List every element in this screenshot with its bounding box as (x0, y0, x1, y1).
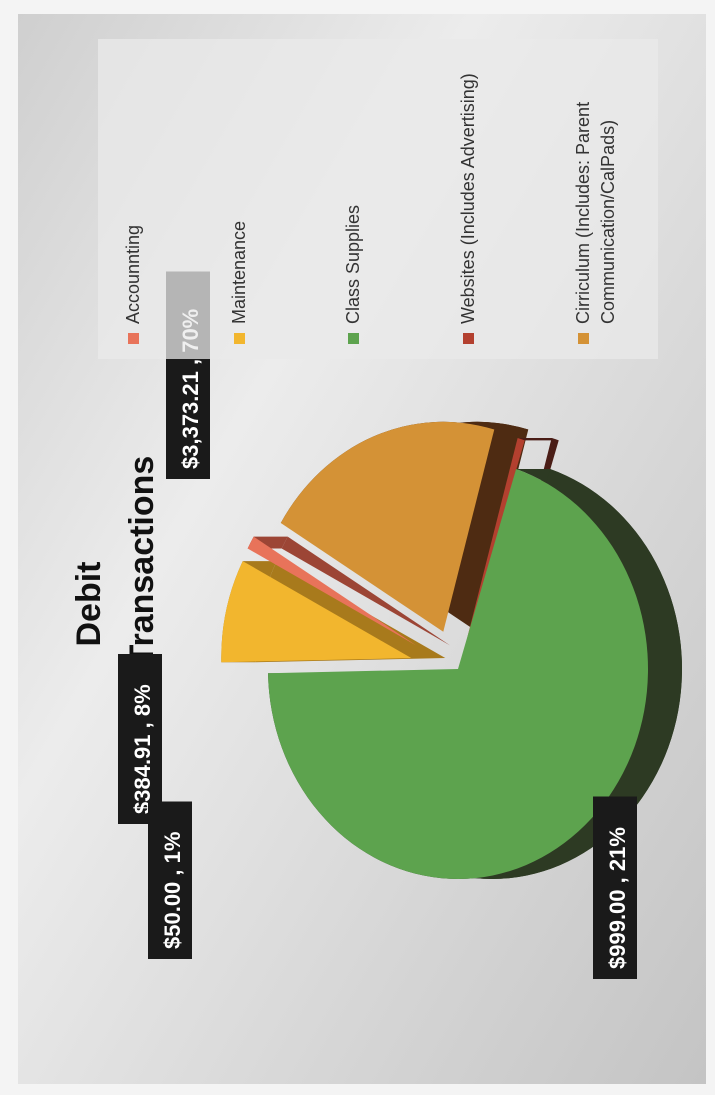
data-label-box-1 (118, 654, 162, 824)
data-label-text-4-0: $999.00 , 21% (605, 827, 630, 969)
legend-swatch-4 (578, 333, 589, 344)
pie-slices (221, 421, 648, 879)
pie-slice-0[interactable] (247, 536, 417, 646)
legend-label-1: Maintenance (229, 221, 249, 324)
legend-label-0: Accounnting (123, 225, 143, 324)
pie-chart: Debit Card Transactions $384.91 , 8%$50.… (70, 39, 682, 979)
pie-slice-side-3 (517, 437, 559, 441)
data-label-text-0-0: $50.00 , 1% (160, 832, 185, 949)
pie-slice-base-0 (281, 536, 451, 646)
legend-label-3: Websites (Includes Advertising) (458, 73, 478, 324)
legend-label-2: Class Supplies (343, 205, 363, 324)
legend-label-4-line2: Communication/CalPads) (598, 120, 618, 324)
legend-swatch-0 (128, 333, 139, 344)
data-label-0: $50.00 , 1% (148, 801, 192, 959)
chart-title-line1: Debit (70, 562, 108, 647)
legend-label-4: Cirriculum (Includes: Parent (573, 102, 593, 324)
pie-slice-2[interactable] (268, 469, 648, 879)
slide-sheet: Debit Card Transactions $384.91 , 8% $50.… (18, 14, 706, 1084)
legend-swatch-1 (234, 333, 245, 344)
data-label-box-4 (593, 796, 637, 979)
legend: Accounnting Maintenance Class Supplies Webs… (98, 39, 658, 359)
pie-slice-1[interactable] (221, 561, 412, 663)
legend-swatch-2 (348, 333, 359, 344)
legend-panel (98, 39, 658, 359)
data-label-4: $999.00 , 21% (593, 796, 637, 979)
pie-slice-4[interactable] (280, 421, 495, 632)
data-label-1: $384.91 , 8% (118, 654, 162, 824)
data-label-text-1-0: $384.91 , 8% (130, 684, 155, 814)
data-label-box-0 (148, 801, 192, 959)
legend-swatch-3 (463, 333, 474, 344)
rotated-slide: Debit Card Transactions $384.91 , 8% $50.… (18, 19, 698, 1079)
